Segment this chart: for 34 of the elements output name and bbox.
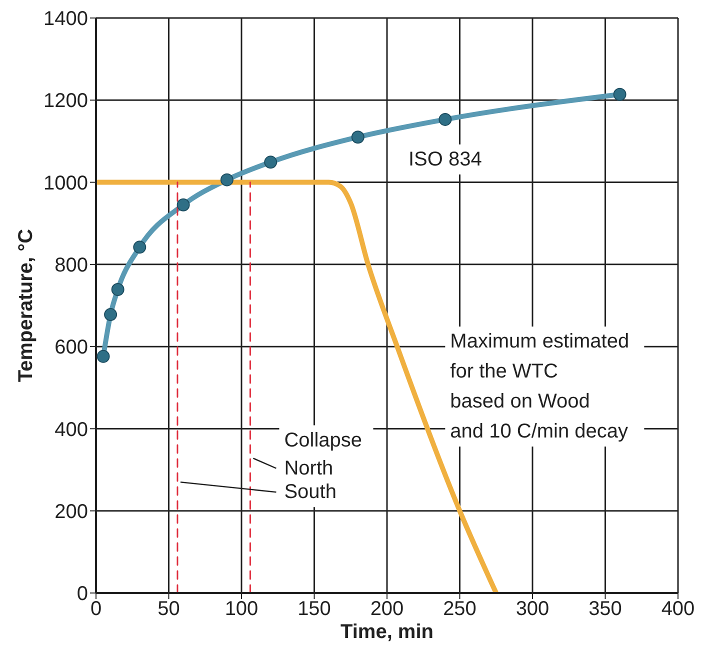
point xyxy=(133,240,146,254)
x-tick-label: 100 xyxy=(224,598,258,620)
series-label: ISO 834 xyxy=(408,148,482,170)
x-tick-label: 200 xyxy=(370,598,404,620)
point xyxy=(111,282,124,296)
point xyxy=(220,173,234,186)
x-tick-label: 400 xyxy=(661,598,695,620)
x-tick-label: 50 xyxy=(158,598,180,620)
x-tick-label: 250 xyxy=(443,598,476,620)
x-axis-title: Time, min xyxy=(340,621,434,643)
x-tick-label: 350 xyxy=(588,598,622,620)
point xyxy=(351,130,364,144)
point xyxy=(176,198,190,212)
x-tick-label: 300 xyxy=(516,598,550,620)
point xyxy=(613,88,626,101)
y-axis-title: Temperature, °C xyxy=(15,228,37,382)
y-tick-label: 0 xyxy=(76,583,88,606)
y-tick-label: 1000 xyxy=(44,172,88,194)
annotation: North xyxy=(284,457,334,480)
y-tick-label: 400 xyxy=(54,418,88,441)
point xyxy=(104,308,118,322)
point xyxy=(96,350,110,363)
annotation: Collapse xyxy=(284,429,362,452)
point xyxy=(264,156,278,169)
y-tick-label: 800 xyxy=(54,254,88,277)
y-tick-label: 1400 xyxy=(44,8,88,30)
x-tick-label: 150 xyxy=(298,598,331,620)
y-tick-label: 1200 xyxy=(44,90,88,112)
x-tick-label: 0 xyxy=(90,598,102,620)
annotation: South xyxy=(284,481,336,504)
point xyxy=(438,112,452,126)
y-tick-label: 200 xyxy=(54,500,88,523)
y-tick-label: 600 xyxy=(54,336,88,359)
series-label: Maximum estimated for the WTC based on Wood and 10 C/min decay xyxy=(450,330,630,443)
